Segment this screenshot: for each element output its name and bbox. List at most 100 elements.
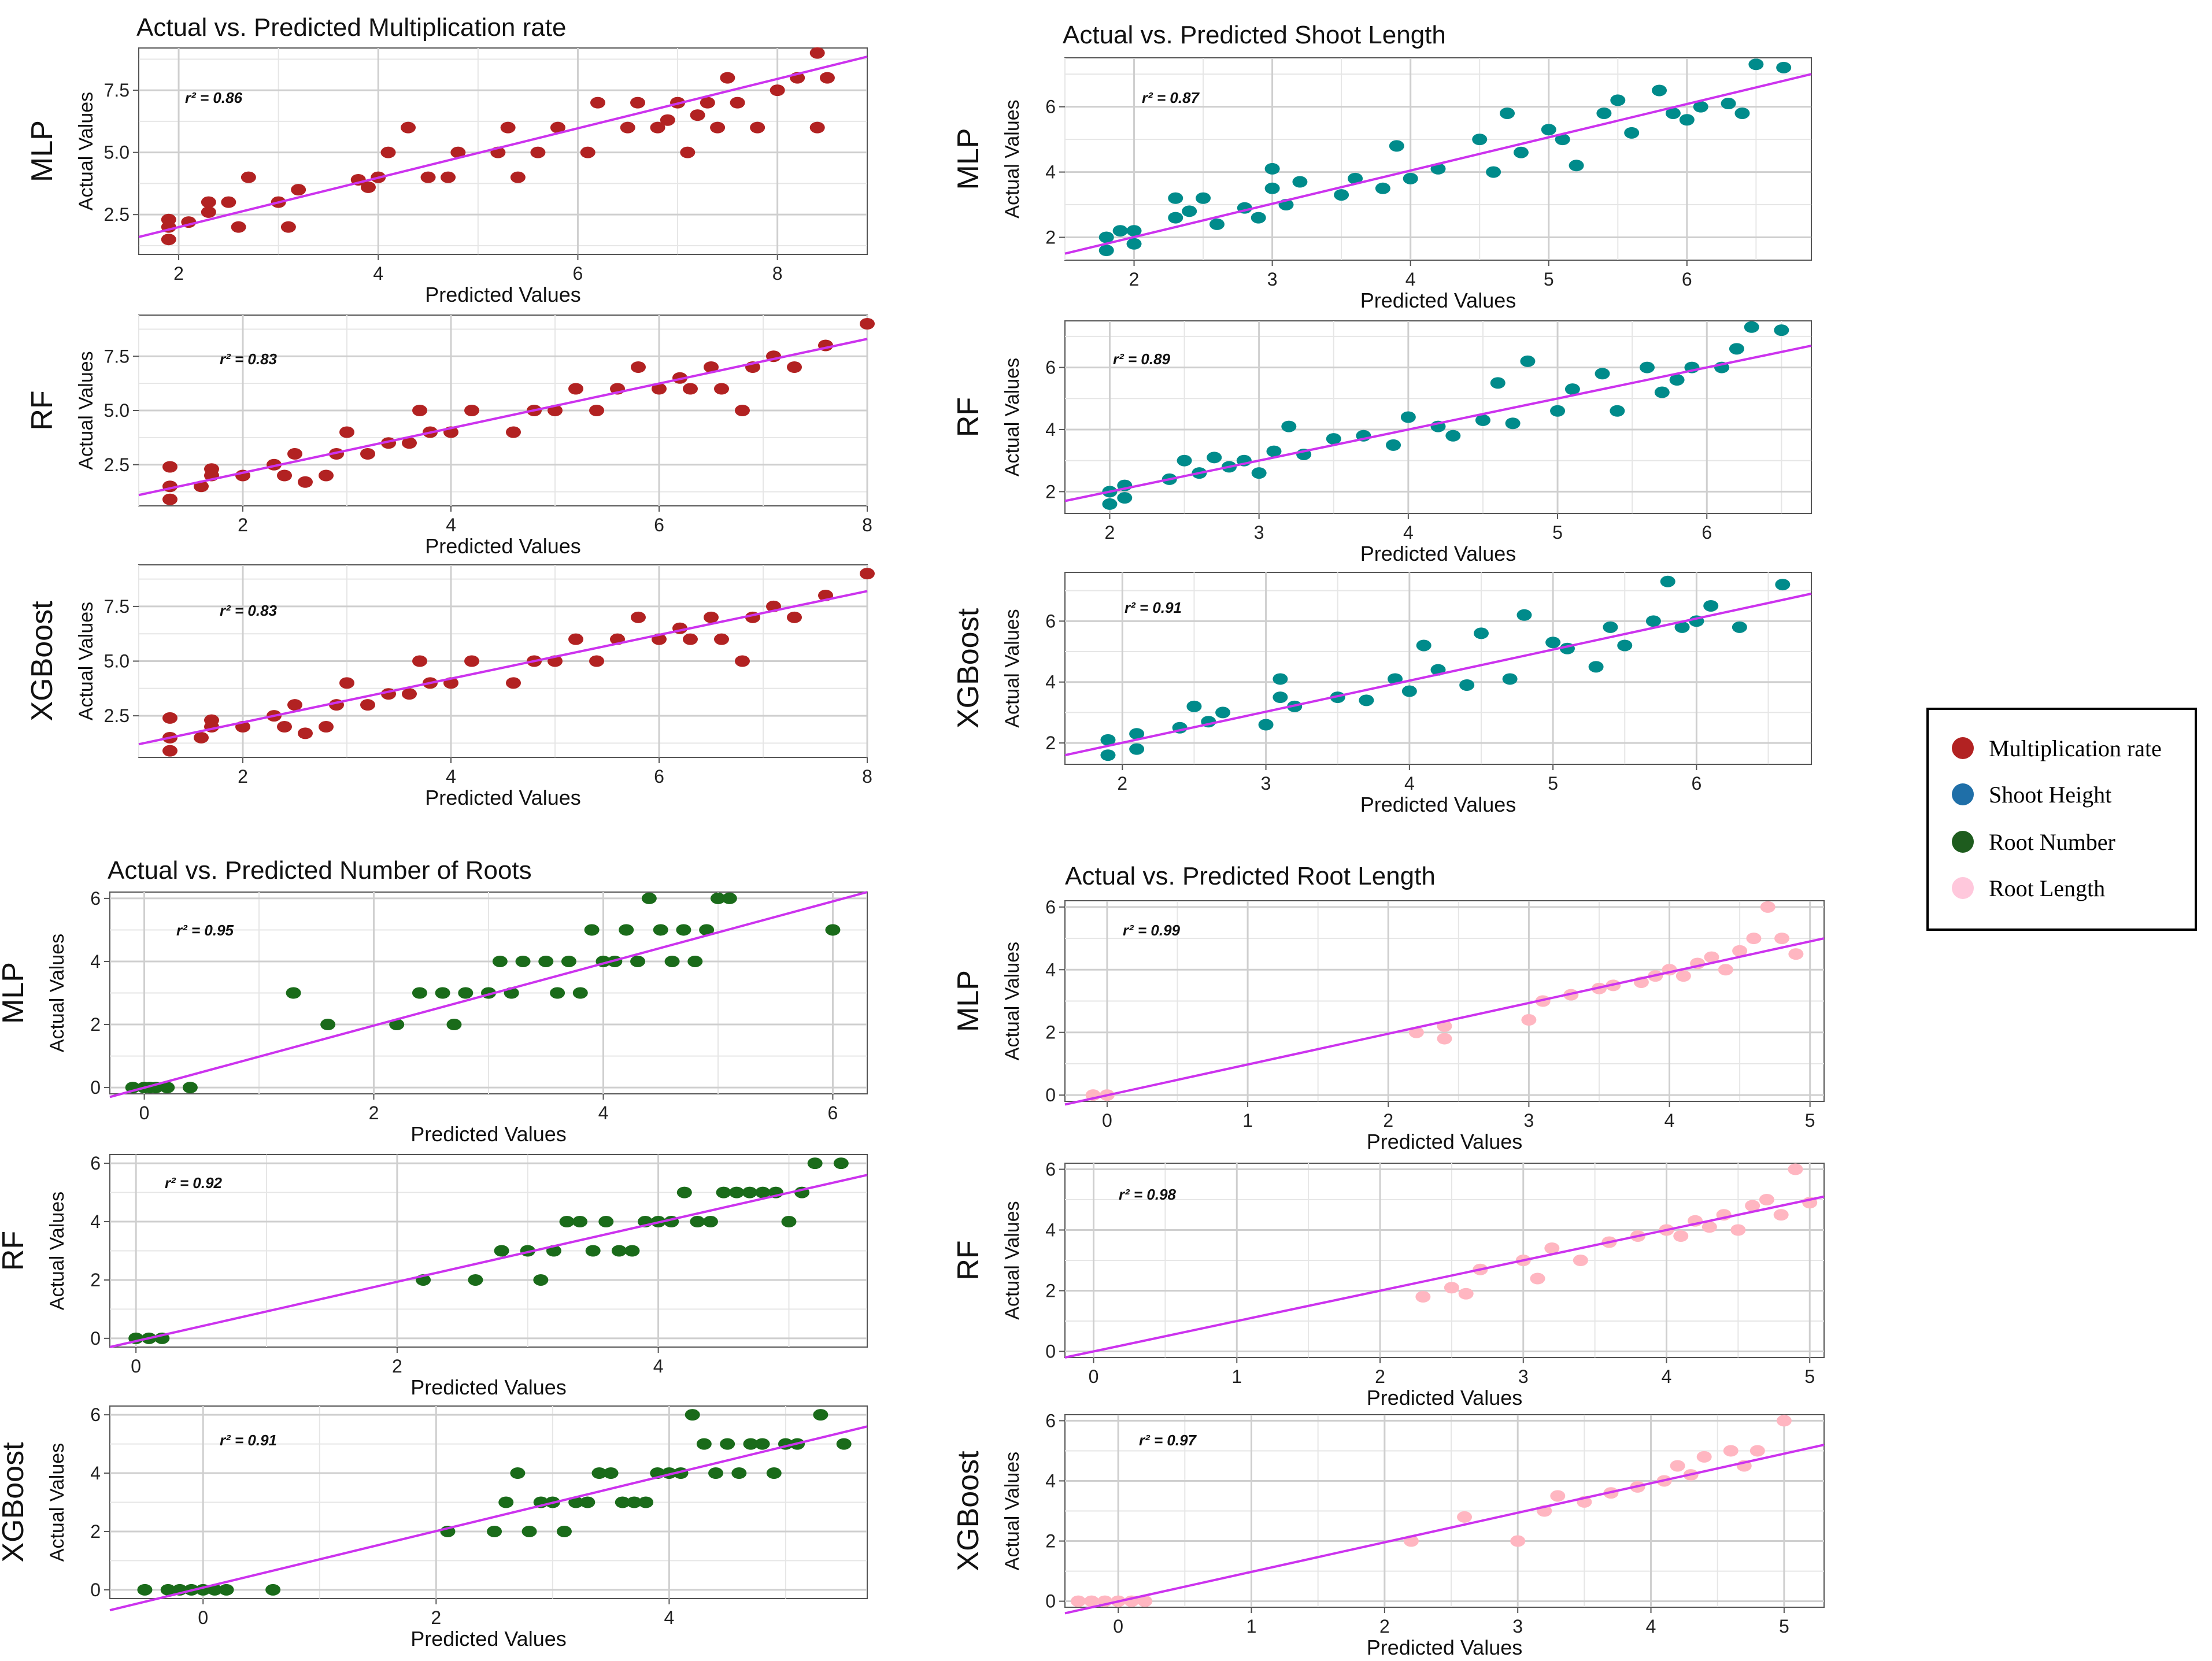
- data-point: [722, 892, 737, 904]
- data-point: [1617, 639, 1633, 652]
- data-point: [690, 109, 705, 121]
- data-point: [1168, 212, 1183, 224]
- data-point: [1555, 134, 1570, 146]
- data-point: [1209, 218, 1225, 230]
- data-point: [204, 463, 219, 475]
- data-point: [1541, 124, 1556, 136]
- x-tick-label: 4: [1403, 522, 1414, 543]
- chart-panel-6: 2 3 4 5 6 2 4 6 r² = 0.91 Predicted Values Actual …: [952, 572, 1812, 816]
- data-point: [1102, 498, 1118, 510]
- x-tick-label: 6: [1682, 269, 1692, 290]
- data-point: [464, 655, 479, 667]
- x-tick-label: 6: [1691, 773, 1701, 794]
- data-point: [441, 171, 456, 183]
- data-point: [160, 1082, 175, 1094]
- data-point: [1530, 1272, 1545, 1285]
- data-point: [1654, 386, 1670, 398]
- legend-swatch-icon: [1952, 877, 1974, 899]
- r2-label: r² = 0.92: [165, 1174, 223, 1192]
- data-point: [1674, 621, 1690, 633]
- chart-title: Actual vs. Predicted Multiplication rate: [136, 13, 566, 42]
- x-tick-label: 4: [653, 1356, 664, 1377]
- data-point: [1500, 107, 1515, 119]
- y-tick-label: 2: [1045, 1281, 1056, 1301]
- data-point: [1186, 700, 1202, 712]
- data-point: [1459, 679, 1475, 691]
- r2-label: r² = 0.97: [1139, 1431, 1197, 1449]
- y-tick-label: 4: [1045, 419, 1056, 440]
- chart-panel-8: 0 2 4 0 2 4 6 r² = 0.92 Predicted Values Actual V…: [0, 1153, 868, 1399]
- data-point: [580, 1496, 595, 1508]
- legend: Multiplication rate Shoot Height Root Nu…: [1926, 708, 2197, 931]
- y-axis-label: Actual Values: [75, 602, 97, 720]
- data-point: [1100, 749, 1116, 761]
- y-tick-label: 2.5: [104, 705, 130, 726]
- data-point: [680, 146, 696, 158]
- data-point: [1545, 637, 1561, 649]
- r2-label: r² = 0.99: [1123, 922, 1181, 939]
- y-tick-label: 6: [1045, 357, 1056, 378]
- x-tick-label: 8: [862, 766, 872, 787]
- data-point: [1292, 176, 1308, 188]
- data-point: [650, 121, 665, 134]
- data-point: [696, 1438, 712, 1450]
- data-point: [699, 924, 715, 936]
- x-tick-label: 4: [1405, 269, 1416, 290]
- y-tick-label: 0: [1045, 1085, 1056, 1105]
- x-tick-label: 5: [1552, 522, 1563, 543]
- fit-line: [1064, 1444, 1825, 1615]
- x-axis-label: Predicted Values: [1367, 1636, 1523, 1659]
- x-tick-label: 2: [1375, 1366, 1385, 1387]
- y-tick-label: 5.0: [104, 400, 130, 421]
- data-point: [204, 714, 219, 726]
- x-tick-label: 8: [772, 263, 783, 284]
- y-tick-label: 6: [1045, 897, 1056, 918]
- x-tick-label: 6: [654, 515, 664, 535]
- model-label: MLP: [952, 128, 985, 190]
- x-tick-label: 2: [1379, 1616, 1390, 1637]
- x-tick-label: 5: [1804, 1366, 1815, 1387]
- x-tick-label: 2: [173, 263, 184, 284]
- data-point: [730, 97, 745, 109]
- data-point: [836, 1438, 852, 1450]
- data-point: [561, 955, 576, 967]
- data-point: [435, 987, 450, 999]
- x-tick-label: 3: [1254, 522, 1264, 543]
- r2-label: r² = 0.83: [220, 350, 278, 368]
- data-point: [825, 924, 841, 936]
- y-tick-label: 6: [1045, 97, 1056, 117]
- y-tick-label: 0: [1045, 1341, 1056, 1362]
- data-point: [360, 448, 375, 460]
- y-tick-label: 4: [1045, 162, 1056, 183]
- y-tick-label: 4: [90, 1463, 101, 1484]
- data-point: [1273, 673, 1288, 685]
- data-point: [1596, 107, 1612, 119]
- x-tick-label: 2: [369, 1103, 379, 1123]
- data-point: [1521, 1014, 1537, 1026]
- data-point: [1759, 1194, 1774, 1205]
- legend-swatch-icon: [1952, 737, 1974, 759]
- data-point: [1788, 1163, 1803, 1175]
- data-point: [1177, 454, 1192, 467]
- data-point: [1071, 1595, 1086, 1607]
- data-point: [402, 688, 417, 700]
- data-point: [1721, 98, 1736, 110]
- x-axis-label: Predicted Values: [410, 1627, 567, 1651]
- y-tick-label: 2: [1045, 1531, 1056, 1552]
- legend-item-multiplication-rate: Multiplication rate: [1952, 731, 2162, 765]
- y-tick-label: 5.0: [104, 651, 130, 672]
- y-tick-label: 7.5: [104, 596, 130, 617]
- data-point: [1729, 343, 1744, 355]
- data-point: [277, 469, 292, 482]
- fit-line: [138, 338, 868, 497]
- data-point: [1098, 245, 1114, 257]
- x-axis-label: Predicted Values: [1360, 793, 1516, 816]
- data-point: [1281, 420, 1297, 432]
- data-point: [1251, 467, 1267, 479]
- chart-panel-3: 2 4 6 8 2.5 5.0 7.5 r² = 0.83 Predicted Values Ac…: [25, 564, 875, 809]
- data-point: [319, 469, 334, 482]
- fit-line: [1064, 73, 1812, 255]
- data-point: [598, 1216, 614, 1228]
- data-point: [360, 699, 375, 711]
- data-point: [492, 955, 508, 967]
